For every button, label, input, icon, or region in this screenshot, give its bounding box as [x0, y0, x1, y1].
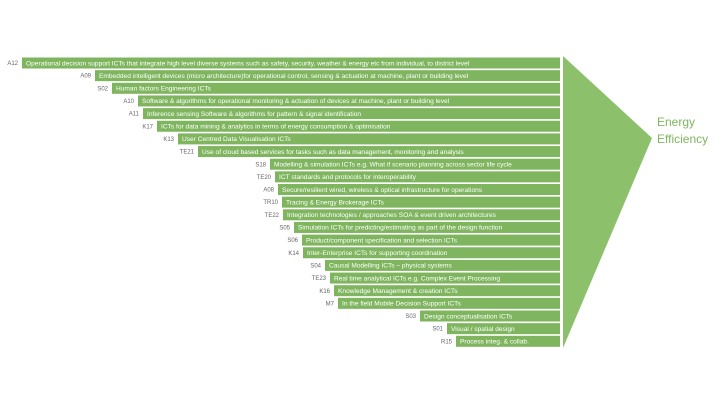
- row-label: Product/component specification and sele…: [306, 237, 458, 244]
- row-code: TE22: [265, 213, 280, 219]
- row-bar: [303, 247, 560, 259]
- row-bar: [143, 108, 560, 120]
- row-bar: [456, 335, 560, 347]
- row-label: Secure/resilient wired, wireless & optic…: [282, 187, 483, 194]
- row-label: Operational decision support ICTs that i…: [26, 60, 470, 67]
- row-label: Process integ. & collab.: [460, 339, 529, 346]
- row-code: S01: [432, 327, 443, 333]
- row-code: A09: [80, 74, 91, 80]
- row-code: TE23: [312, 276, 327, 282]
- row-bar: [157, 120, 560, 132]
- row-code: S05: [279, 226, 290, 232]
- row-label: Real time analytical ICTs e.g. Complex E…: [334, 275, 500, 282]
- row-label: In the field Mobile Decision Support ICT…: [342, 301, 461, 308]
- row-label: Causal Modelling ICTs – physical systems: [329, 263, 452, 270]
- row-bar: [282, 196, 560, 208]
- row-code: R15: [441, 339, 453, 345]
- row-label: Knowledge Management & creation ICTs: [338, 288, 458, 295]
- row-bar: [22, 57, 560, 69]
- row-code: K13: [163, 137, 174, 143]
- row-label: ICT standards and protocols for interope…: [279, 174, 417, 181]
- row-label: Simulation ICTs for predicting/estimatin…: [298, 225, 502, 232]
- row-label: Design conceptualisation ICTs: [424, 313, 513, 320]
- row-bar: [338, 297, 560, 309]
- row-code: A11: [129, 112, 140, 118]
- row-label: ICTs for data mining & analytics in term…: [161, 124, 391, 131]
- row-bar: [294, 221, 560, 233]
- row-bar: [198, 146, 560, 158]
- row-code: S03: [405, 314, 416, 320]
- target-line2: Efficiency: [657, 132, 708, 146]
- row-bar: [112, 82, 560, 94]
- row-bar: [420, 310, 560, 322]
- row-bar: [178, 133, 560, 145]
- row-code: S04: [310, 263, 321, 269]
- row-bar: [330, 272, 560, 284]
- row-label: Visual / spatial design: [451, 326, 515, 333]
- row-code: M7: [326, 301, 335, 307]
- row-label: Use of cloud based services for tasks su…: [202, 149, 464, 156]
- row-code: TE20: [257, 175, 272, 181]
- row-code: S18: [255, 162, 266, 168]
- row-label: Inter-Enterprise ICTs for supporting coo…: [307, 250, 448, 257]
- row-label: Integration technologies / approaches SO…: [287, 212, 497, 219]
- row-code: A12: [7, 61, 18, 67]
- funnel: [563, 56, 652, 348]
- row-bar: [334, 285, 560, 297]
- row-label: Software & algorithms for operational mo…: [142, 98, 450, 105]
- row-label: User Centred Data Visualisation ICTs: [182, 136, 291, 143]
- row-code: K14: [288, 251, 299, 257]
- row-bar: [138, 95, 560, 107]
- row-bar: [283, 209, 560, 221]
- row-bar: [302, 234, 560, 246]
- row-label: Human factors Engineering ICTs: [116, 86, 212, 93]
- row-bar: [95, 70, 560, 82]
- row-label: Embedded intelligent devices (micro arch…: [99, 73, 469, 80]
- row-code: S02: [97, 86, 108, 92]
- row-code: A08: [263, 188, 274, 194]
- row-bar: [270, 158, 560, 170]
- row-label: Modelling & simulation ICTs e.g. What if…: [274, 161, 512, 168]
- row-code: TR10: [263, 200, 278, 206]
- row-bar: [278, 184, 560, 195]
- row-bar: [447, 323, 560, 335]
- target-line1: Energy: [657, 115, 695, 129]
- row-label: Tracing & Energy Brokerage ICTs: [286, 199, 385, 206]
- row-code: TE21: [180, 150, 195, 156]
- row-code: K16: [319, 289, 330, 295]
- row-bar: [275, 171, 560, 183]
- row-code: S06: [287, 238, 298, 244]
- row-bar: [325, 259, 560, 271]
- row-code: K17: [142, 124, 153, 130]
- row-code: A10: [123, 99, 134, 105]
- row-label: Inference sensing Software & algorithms …: [147, 111, 361, 118]
